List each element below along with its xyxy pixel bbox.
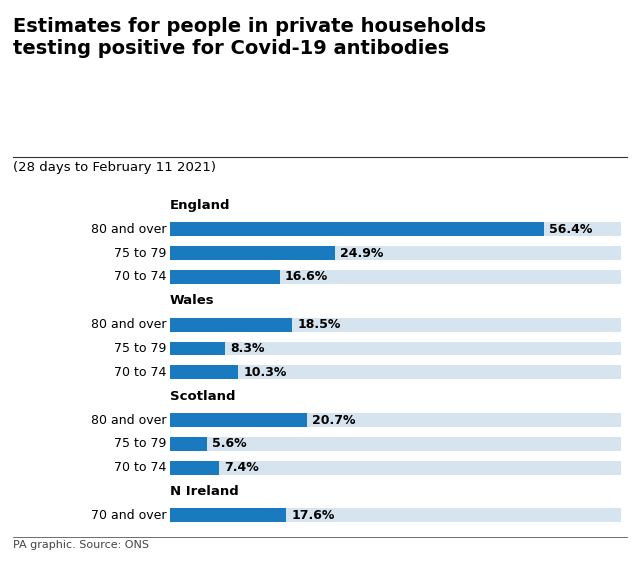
Text: 10.3%: 10.3% — [243, 366, 287, 379]
Bar — [170, 342, 225, 355]
Bar — [170, 437, 207, 451]
Text: 70 to 74: 70 to 74 — [114, 270, 166, 284]
Text: (28 days to February 11 2021): (28 days to February 11 2021) — [13, 161, 216, 174]
Bar — [170, 413, 621, 427]
Text: England: England — [170, 199, 230, 212]
Text: 70 to 74: 70 to 74 — [114, 461, 166, 474]
Text: Scotland: Scotland — [170, 390, 235, 403]
Text: 75 to 79: 75 to 79 — [114, 437, 166, 451]
Bar — [170, 365, 238, 379]
Bar — [170, 413, 307, 427]
Text: 17.6%: 17.6% — [292, 509, 335, 522]
Bar — [170, 270, 621, 284]
Text: 24.9%: 24.9% — [340, 246, 383, 259]
Text: 70 to 74: 70 to 74 — [114, 366, 166, 379]
Text: PA graphic. Source: ONS: PA graphic. Source: ONS — [13, 540, 149, 550]
Bar — [170, 342, 621, 355]
Bar — [170, 365, 621, 379]
Bar — [170, 246, 335, 260]
Text: N Ireland: N Ireland — [170, 485, 238, 498]
Text: 70 and over: 70 and over — [91, 509, 166, 522]
Text: 5.6%: 5.6% — [212, 437, 246, 451]
Text: 75 to 79: 75 to 79 — [114, 246, 166, 259]
Text: 80 and over: 80 and over — [91, 223, 166, 236]
Bar — [170, 318, 621, 332]
Text: 80 and over: 80 and over — [91, 413, 166, 426]
Bar — [170, 222, 621, 236]
Bar — [170, 246, 621, 260]
Bar — [170, 461, 219, 475]
Bar — [170, 270, 280, 284]
Text: Estimates for people in private households
testing positive for Covid-19 antibod: Estimates for people in private househol… — [13, 17, 486, 58]
Text: 7.4%: 7.4% — [224, 461, 259, 474]
Bar — [170, 461, 621, 475]
Bar — [170, 509, 286, 522]
Text: 8.3%: 8.3% — [230, 342, 264, 355]
Bar — [170, 437, 621, 451]
Text: 16.6%: 16.6% — [285, 270, 328, 284]
Text: 18.5%: 18.5% — [298, 318, 341, 331]
Bar — [170, 318, 292, 332]
Text: 75 to 79: 75 to 79 — [114, 342, 166, 355]
Text: 56.4%: 56.4% — [549, 223, 593, 236]
Text: 80 and over: 80 and over — [91, 318, 166, 331]
Text: 20.7%: 20.7% — [312, 413, 356, 426]
Text: Wales: Wales — [170, 294, 214, 307]
Bar — [170, 222, 544, 236]
Bar — [170, 509, 621, 522]
